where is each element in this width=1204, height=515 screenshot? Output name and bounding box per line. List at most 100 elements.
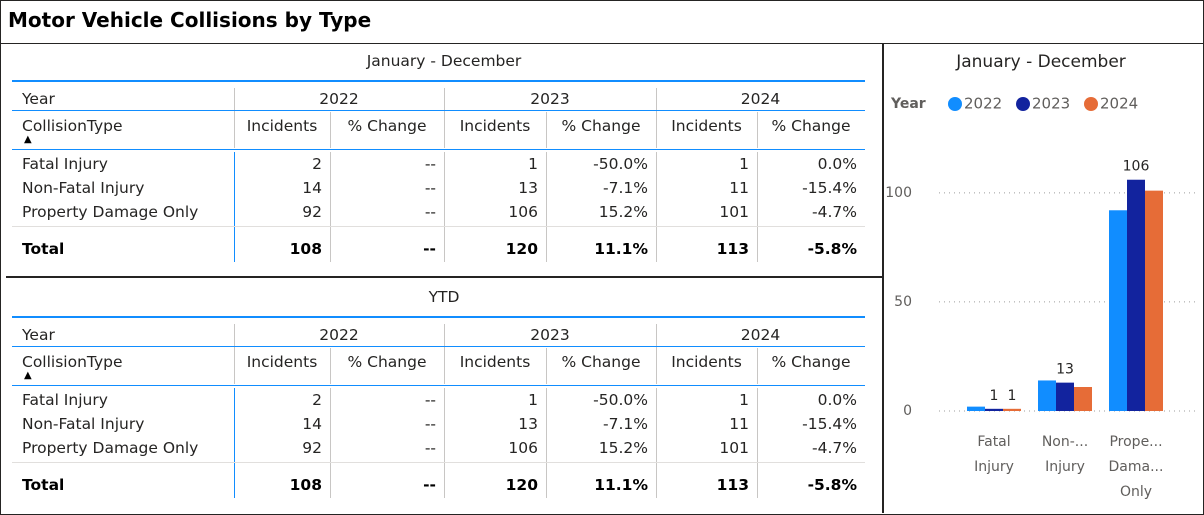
row-label: Non-Fatal Injury xyxy=(22,179,145,197)
column-header: % Change xyxy=(347,117,427,135)
x-tick-label: Non-... xyxy=(1042,434,1088,450)
cell: -- xyxy=(424,155,436,173)
legend-swatch xyxy=(1084,97,1098,111)
cell: 1 xyxy=(528,155,538,173)
cell: 15.2% xyxy=(598,439,648,457)
legend-label: 2024 xyxy=(1100,95,1138,113)
cell: 11 xyxy=(729,415,749,433)
total-cell: 11.1% xyxy=(594,240,648,258)
chart-title: January - December xyxy=(955,52,1126,72)
column-header: % Change xyxy=(771,117,851,135)
column-divider xyxy=(546,348,547,384)
column-divider xyxy=(656,388,657,498)
sort-arrow: ▲ xyxy=(24,370,32,381)
cell: -- xyxy=(424,415,436,433)
column-divider xyxy=(546,112,547,148)
row-label: Property Damage Only xyxy=(22,439,199,457)
x-tick-label: Only xyxy=(1120,484,1152,500)
total-cell: 120 xyxy=(505,476,538,494)
cell: -15.4% xyxy=(802,179,857,197)
cell: 101 xyxy=(719,439,749,457)
column-divider xyxy=(330,348,331,384)
cell: 2 xyxy=(312,391,322,409)
row-divider xyxy=(12,462,865,463)
table-title: January - December xyxy=(366,52,522,70)
total-cell: 108 xyxy=(289,240,322,258)
data-label: 13 xyxy=(1056,362,1074,378)
column-divider xyxy=(546,388,547,498)
year-header: 2022 xyxy=(319,90,359,108)
total-cell: 113 xyxy=(716,476,749,494)
page-title: Motor Vehicle Collisions by Type xyxy=(8,8,372,32)
column-header: % Change xyxy=(771,353,851,371)
row-divider xyxy=(12,110,865,111)
bar xyxy=(1109,210,1127,411)
total-cell: -5.8% xyxy=(807,240,857,258)
cell: -15.4% xyxy=(802,415,857,433)
column-divider xyxy=(444,324,445,384)
column-divider xyxy=(757,348,758,384)
cell: 106 xyxy=(508,203,538,221)
cell: 11 xyxy=(729,179,749,197)
cell: 1 xyxy=(739,155,749,173)
column-divider xyxy=(656,88,657,148)
title-rule xyxy=(0,43,1204,44)
column-header: Incidents xyxy=(246,117,318,135)
y-tick-label: 0 xyxy=(903,403,912,419)
x-tick-label: Injury xyxy=(974,459,1014,475)
cell: 92 xyxy=(302,439,322,457)
year-header: 2024 xyxy=(740,326,781,344)
column-header: Incidents xyxy=(459,353,531,371)
cell: 2 xyxy=(312,155,322,173)
legend-label: 2023 xyxy=(1032,95,1070,113)
y-tick-label: 50 xyxy=(894,294,912,310)
column-header: % Change xyxy=(561,117,641,135)
total-cell: -- xyxy=(423,240,436,258)
year-header: 2022 xyxy=(319,326,359,344)
x-tick-label: Fatal xyxy=(977,434,1010,450)
bar xyxy=(967,406,985,411)
cell: -- xyxy=(424,179,436,197)
cell: 1 xyxy=(528,391,538,409)
total-label: Total xyxy=(22,240,65,258)
column-header: Incidents xyxy=(459,117,531,135)
row-label: Fatal Injury xyxy=(22,155,108,173)
sort-arrow: ▲ xyxy=(24,134,32,145)
legend-swatch xyxy=(1016,97,1030,111)
cell: 13 xyxy=(518,179,538,197)
column-divider xyxy=(234,152,235,262)
total-cell: 120 xyxy=(505,240,538,258)
row-label: Non-Fatal Injury xyxy=(22,415,145,433)
row-divider xyxy=(12,226,865,227)
cell: 92 xyxy=(302,203,322,221)
cell: -7.1% xyxy=(603,179,648,197)
total-cell: -5.8% xyxy=(807,476,857,494)
table-title: YTD xyxy=(428,288,460,306)
column-divider xyxy=(757,152,758,262)
cell: -50.0% xyxy=(593,155,648,173)
column-divider xyxy=(656,152,657,262)
year-header: 2023 xyxy=(530,90,570,108)
row-label: Fatal Injury xyxy=(22,391,108,409)
chart: January - December Year 2022 2023 2024 0 50 100… xyxy=(885,52,1195,500)
row-divider xyxy=(12,346,865,347)
data-label: 106 xyxy=(1123,159,1150,175)
column-divider xyxy=(444,388,445,498)
row-divider xyxy=(12,80,865,82)
year-header: 2024 xyxy=(740,90,781,108)
column-divider xyxy=(444,88,445,148)
legend-title: Year xyxy=(890,96,926,112)
row-divider xyxy=(12,316,865,318)
column-divider xyxy=(444,152,445,262)
column-divider xyxy=(330,388,331,498)
bar xyxy=(1056,382,1074,411)
row-divider xyxy=(12,385,865,386)
total-cell: -- xyxy=(423,476,436,494)
row-label: Property Damage Only xyxy=(22,203,199,221)
bar xyxy=(1145,190,1163,411)
total-cell: 113 xyxy=(716,240,749,258)
column-divider xyxy=(656,324,657,384)
row-divider xyxy=(12,149,865,150)
row-header: CollisionType xyxy=(22,117,123,135)
